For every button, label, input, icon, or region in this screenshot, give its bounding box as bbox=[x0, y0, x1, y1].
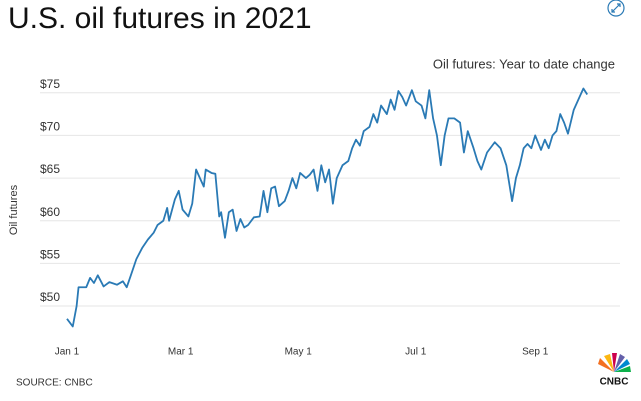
chart-title: U.S. oil futures in 2021 bbox=[8, 2, 312, 35]
y-tick-label: $60 bbox=[40, 205, 60, 219]
logo-text: CNBC bbox=[600, 377, 629, 388]
logo-feather bbox=[614, 366, 631, 372]
x-tick-label: May 1 bbox=[285, 347, 313, 358]
expand-ring[interactable] bbox=[607, 0, 625, 17]
logo-feather bbox=[598, 358, 614, 372]
y-tick-label: $70 bbox=[40, 120, 60, 134]
logo-feather bbox=[614, 359, 630, 372]
logo-feather bbox=[604, 354, 614, 372]
source: SOURCE: CNBC bbox=[16, 378, 93, 389]
y-tick-label: $65 bbox=[40, 162, 60, 176]
chart-subtitle: Oil futures: Year to date change bbox=[433, 56, 615, 71]
line bbox=[66, 87, 588, 328]
logo: CNBC bbox=[598, 353, 631, 388]
y-tick-label: $50 bbox=[40, 290, 60, 304]
expand-icon[interactable] bbox=[607, 0, 625, 17]
y-axis-label: Oil futures bbox=[8, 184, 20, 235]
y-tick-label: $75 bbox=[40, 77, 60, 91]
expand-arrow[interactable] bbox=[611, 3, 621, 13]
x-tick-label: Jul 1 bbox=[405, 347, 427, 358]
x-tick-label: Jan 1 bbox=[55, 347, 80, 358]
x-tick-label: Mar 1 bbox=[168, 347, 194, 358]
logo-feather bbox=[614, 354, 625, 372]
y-tick-label: $55 bbox=[40, 248, 60, 262]
logo-feather bbox=[612, 353, 617, 372]
x-tick-label: Sep 1 bbox=[522, 347, 549, 358]
